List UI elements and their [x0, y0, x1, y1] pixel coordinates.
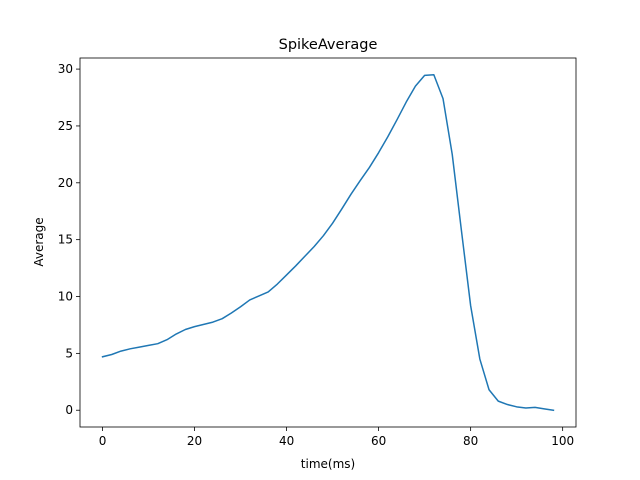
chart-title: SpikeAverage: [279, 37, 378, 53]
plot-frame: [79, 57, 577, 428]
x-tick-label-40: 40: [279, 434, 294, 448]
x-tick-label-100: 100: [551, 434, 574, 448]
y-tick-label-10: 10: [58, 290, 73, 304]
y-tick-label-5: 5: [65, 346, 73, 360]
x-tick-label-20: 20: [187, 434, 202, 448]
y-tick-label-25: 25: [58, 119, 73, 133]
y-tick-label-15: 15: [58, 233, 73, 247]
series-line-0: [101, 74, 555, 412]
x-axis-label: time(ms): [301, 457, 355, 471]
y-tick-label-20: 20: [58, 176, 73, 190]
x-tick-label-0: 0: [99, 434, 107, 448]
plot-area: 0 20 40 60 80 100 0 5 10 15 20 25 30: [58, 57, 577, 448]
x-tick-label-60: 60: [371, 434, 386, 448]
y-tick-label-30: 30: [58, 62, 73, 76]
x-tick-label-80: 80: [463, 434, 478, 448]
y-tick-label-0: 0: [65, 403, 73, 417]
y-axis-label: Average: [32, 217, 46, 266]
